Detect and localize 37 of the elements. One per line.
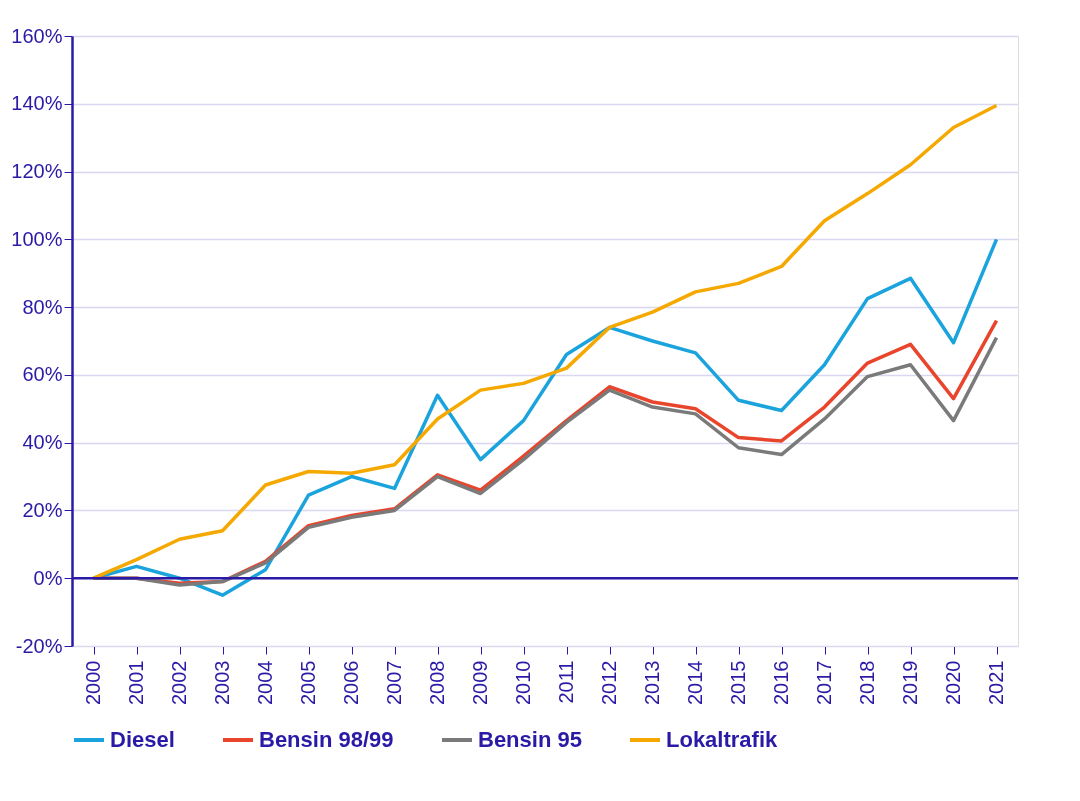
x-tick-label: 2015 bbox=[727, 660, 749, 705]
x-tick-label: 2021 bbox=[985, 660, 1007, 705]
line-series bbox=[91, 103, 999, 580]
x-tick-label: 2005 bbox=[297, 660, 319, 705]
y-tick-label: 60% bbox=[22, 363, 63, 386]
x-tick-label: 2014 bbox=[684, 660, 706, 705]
x-tick-label: 2003 bbox=[211, 660, 233, 705]
y-tick-label: 140% bbox=[11, 92, 63, 115]
x-tick-label: 2004 bbox=[254, 660, 276, 705]
legend-label: Lokaltrafik bbox=[666, 727, 779, 752]
x-tick-label: 2012 bbox=[598, 660, 620, 705]
x-tick-label: 2006 bbox=[340, 660, 362, 705]
y-tick-label: 40% bbox=[22, 431, 63, 454]
x-tick-label: 2007 bbox=[383, 660, 405, 705]
x-tick-label: 2020 bbox=[942, 660, 964, 705]
x-tick-label: 2009 bbox=[469, 660, 491, 705]
x-tick-label: 2019 bbox=[899, 660, 921, 705]
x-tick-label: 2010 bbox=[512, 660, 534, 705]
x-tick-label: 2001 bbox=[125, 660, 147, 705]
legend-label: Bensin 95 bbox=[478, 727, 582, 752]
x-tick-label: 2011 bbox=[555, 660, 577, 704]
y-tick-label: 20% bbox=[22, 498, 63, 521]
legend-label: Bensin 98/99 bbox=[259, 727, 394, 752]
y-tick-label: 120% bbox=[11, 160, 63, 183]
x-tick-label: 2000 bbox=[82, 660, 104, 705]
y-tick-label: 0% bbox=[33, 566, 63, 589]
x-tick-label: 2018 bbox=[856, 660, 878, 705]
y-tick-label: 160% bbox=[11, 24, 63, 47]
x-tick-label: 2017 bbox=[813, 660, 835, 705]
x-tick-label: 2013 bbox=[641, 660, 663, 705]
x-tick-label: 2016 bbox=[770, 660, 792, 705]
x-tick-label: 2008 bbox=[426, 660, 448, 705]
legend-label: Diesel bbox=[110, 727, 175, 752]
x-tick-label: 2002 bbox=[168, 660, 190, 705]
y-tick-label: -20% bbox=[15, 634, 63, 657]
y-tick-label: 100% bbox=[11, 227, 63, 250]
y-tick-label: 80% bbox=[22, 295, 63, 318]
